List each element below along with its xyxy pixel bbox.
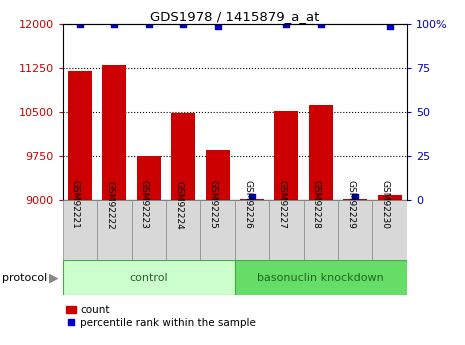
Bar [378, 195, 402, 200]
Bar [171, 113, 195, 200]
Text: GSM92221: GSM92221 [71, 180, 80, 229]
Bar [200, 200, 235, 260]
Point [283, 21, 290, 27]
Text: GSM92228: GSM92228 [312, 180, 321, 229]
Point [317, 21, 325, 27]
Title: GDS1978 / 1415879_a_at: GDS1978 / 1415879_a_at [150, 10, 319, 23]
Bar [63, 200, 97, 260]
Text: ▶: ▶ [49, 271, 58, 284]
Bar [240, 199, 264, 200]
Point [179, 21, 187, 27]
Bar [63, 260, 235, 295]
Text: GSM92227: GSM92227 [278, 180, 286, 229]
Point [145, 21, 153, 27]
Text: GSM92224: GSM92224 [174, 180, 183, 229]
Bar [235, 260, 407, 295]
Text: GSM92222: GSM92222 [106, 180, 114, 229]
Point [214, 23, 221, 29]
Bar [68, 71, 92, 200]
Point [352, 194, 359, 199]
Bar [97, 200, 132, 260]
Bar [137, 156, 161, 200]
Bar [166, 200, 200, 260]
Point [76, 21, 84, 27]
Text: GSM92226: GSM92226 [243, 180, 252, 229]
Bar [102, 65, 126, 200]
Bar [269, 200, 304, 260]
Text: GSM92229: GSM92229 [346, 180, 355, 229]
Text: control: control [129, 273, 168, 283]
Bar [235, 200, 269, 260]
Bar [372, 200, 407, 260]
Text: GSM92223: GSM92223 [140, 180, 149, 229]
Bar [132, 200, 166, 260]
Point [386, 23, 393, 29]
Point [248, 194, 256, 199]
Text: GSM92225: GSM92225 [209, 180, 218, 229]
Text: GSM92230: GSM92230 [381, 180, 390, 229]
Bar [304, 200, 338, 260]
Bar [343, 199, 367, 200]
Legend: count, percentile rank within the sample: count, percentile rank within the sample [66, 305, 256, 328]
Point [111, 21, 118, 27]
Bar [338, 200, 372, 260]
Bar [274, 111, 299, 200]
Bar [309, 105, 333, 200]
Bar [206, 150, 230, 200]
Text: basonuclin knockdown: basonuclin knockdown [258, 273, 384, 283]
Text: protocol: protocol [2, 273, 47, 283]
